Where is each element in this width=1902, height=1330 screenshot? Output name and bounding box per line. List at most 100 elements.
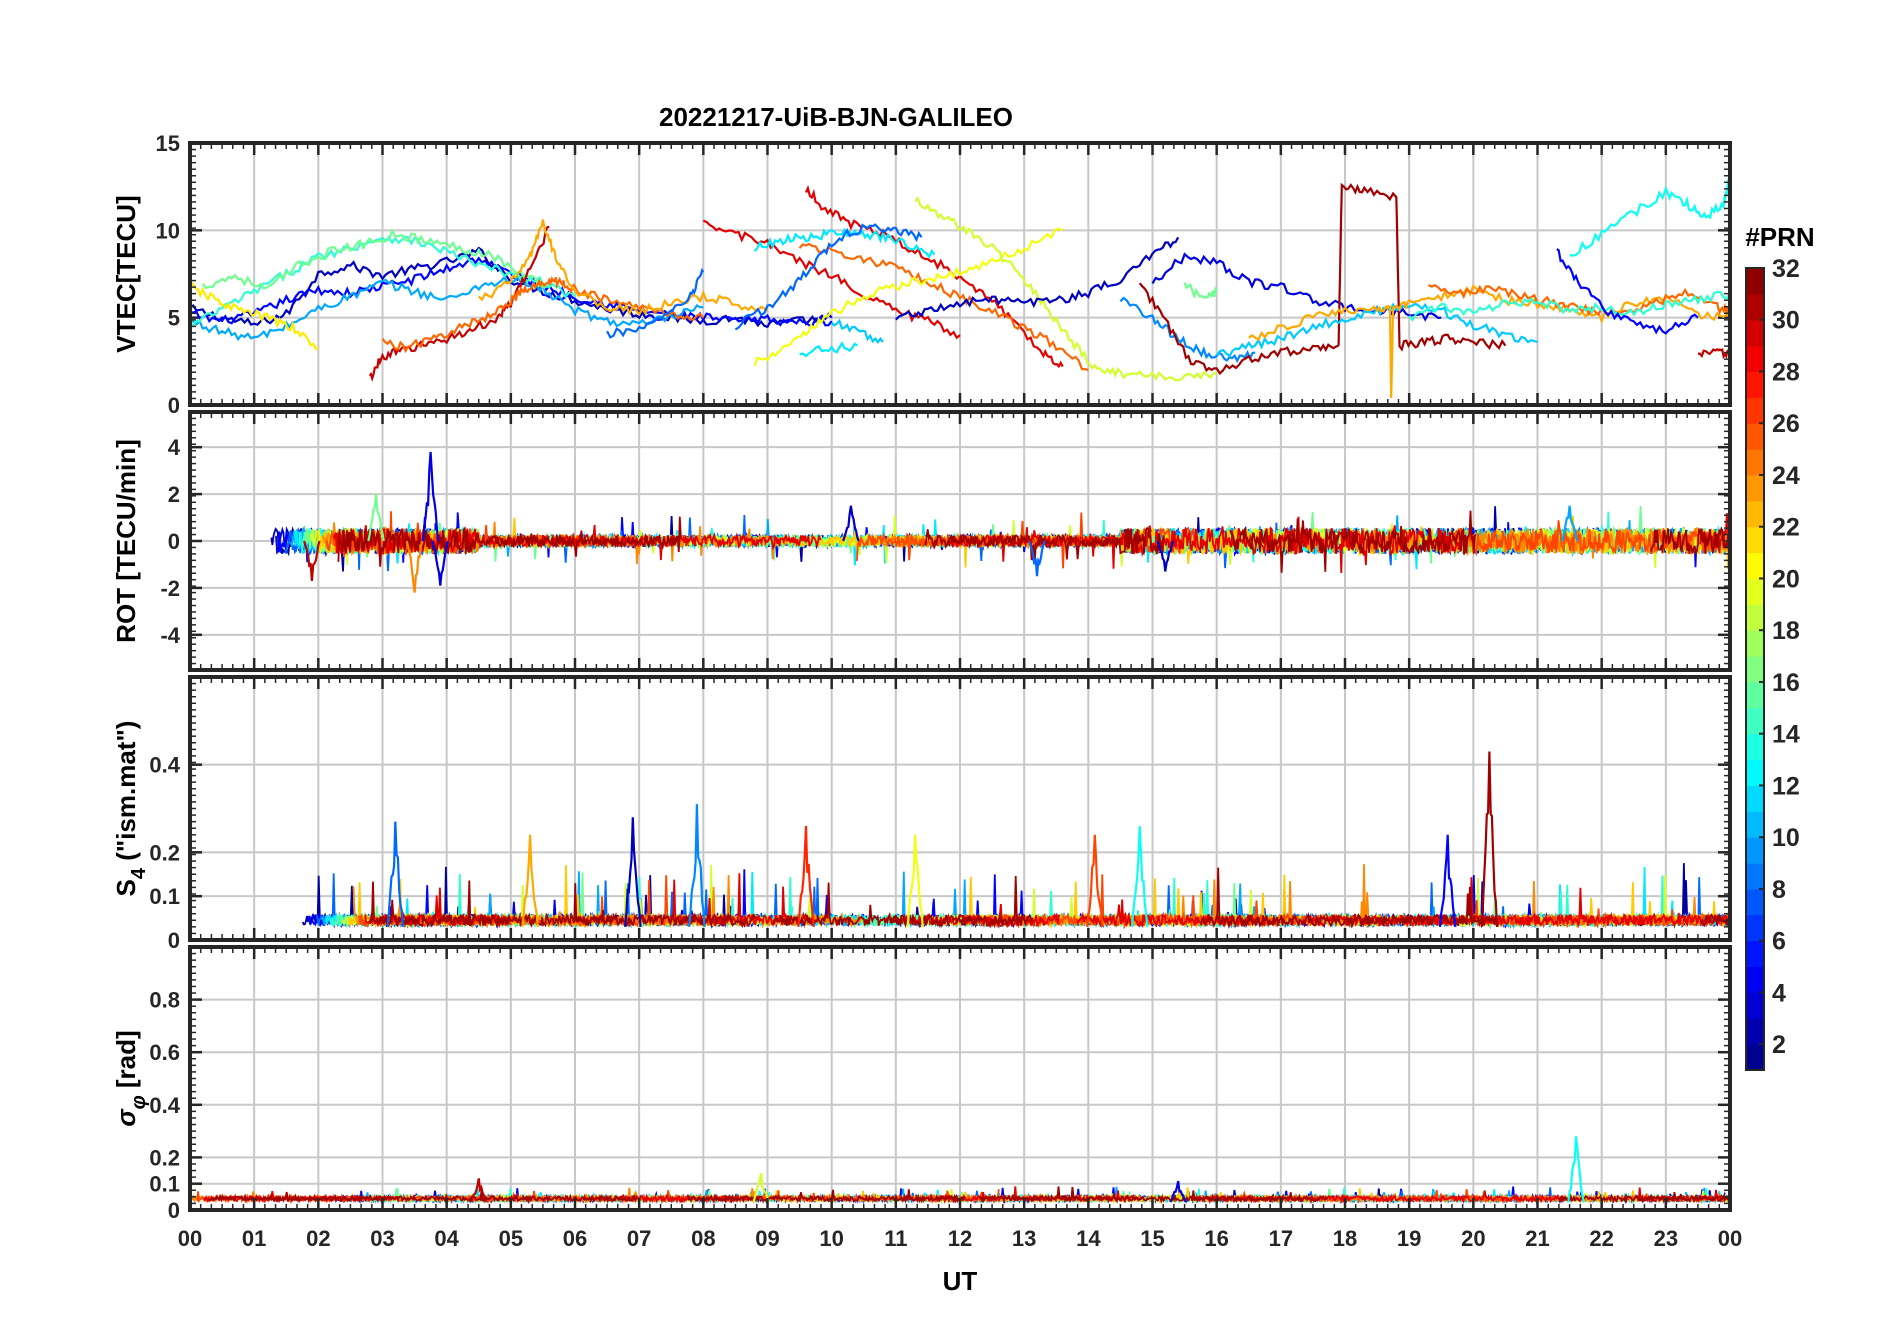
colorbar-tick-label: 2 [1772,1031,1786,1059]
y-tick-label: 0 [168,928,180,953]
panel-frame [188,675,1732,942]
y-grid [190,998,1730,1185]
colorbar-segment [1746,914,1764,942]
series-line-prn-30 [368,225,550,383]
colorbar-segment [1746,293,1764,321]
series-group [190,176,1730,399]
x-tick-label: 05 [499,1226,523,1251]
spike-prn-31 [1480,751,1499,927]
colorbar-segment [1746,500,1764,528]
y-tick-label: 0.2 [149,840,180,865]
colorbar-label: #PRN [1745,222,1814,252]
chart-title: 20221217-UiB-BJN-GALILEO [659,102,1013,132]
colorbar-segment [1746,785,1764,812]
y-tick-label: 15 [156,131,180,156]
x-tick-label: 12 [948,1226,972,1251]
colorbar-segment [1746,526,1764,554]
series-trace-prn-31 [1558,1191,1730,1204]
y-tick-label: 0.4 [149,1093,180,1118]
x-tick-label: 19 [1397,1226,1421,1251]
x-tick-label: 09 [755,1226,779,1251]
spike-prn-13 [1567,1136,1585,1203]
spike-prn-27 [797,825,815,927]
series-trace-prn-31 [337,516,682,567]
series-line-prn-5 [1556,248,1699,335]
x-tick-label: 11 [884,1226,907,1251]
x-tick-label: 22 [1589,1226,1613,1251]
y-tick-label: 0.4 [149,753,180,778]
colorbar-tick-label: 12 [1772,772,1800,800]
series-trace-prn-29 [1308,877,1730,929]
colorbar-segment [1746,604,1764,631]
series-line-prn-25 [381,276,705,354]
x-grid [253,947,1667,1210]
series-trace-prn-31 [1200,867,1498,930]
colorbar-tick-label: 16 [1772,669,1800,697]
colorbar-segment [1746,552,1764,580]
x-tick-label: 10 [819,1226,843,1251]
x-tick-label: 00 [178,1226,202,1251]
colorbar-segment [1746,966,1764,993]
series-line-prn-13 [1569,176,1730,257]
y-tick-label: 0 [168,393,180,418]
spike-prn-4 [1169,1180,1187,1203]
panel-frame [188,410,1732,672]
panel-3: 0 0.1 0.2 0.4S4 ("ism.mat") [111,675,1732,953]
spike-prn-16 [367,493,385,542]
colorbar-segment [1746,449,1764,476]
x-tick-label: 20 [1461,1226,1485,1251]
series-trace-prn-29 [947,516,1461,574]
series-line-prn-31 [1138,282,1339,376]
colorbar-segment [1746,707,1764,735]
x-tick-label: 14 [1076,1226,1101,1251]
series-line-prn-25 [798,242,1089,372]
spike-prn-10 [1560,505,1579,542]
series-line-prn-16 [201,228,551,290]
series-line-prn-21 [190,282,319,351]
colorbar-tick-label: 4 [1772,979,1786,1007]
colorbar-segment [1746,811,1764,838]
series-line-prn-11 [1215,302,1538,358]
series-line-prn-8 [734,223,923,331]
spike-prn-3 [624,817,642,928]
spike-prn-3 [842,505,860,542]
y-axis-label: σφ [rad] [111,1030,150,1126]
y-tick-label: 10 [156,218,180,243]
series-line-prn-31 [1337,182,1507,352]
x-tick-label: 17 [1269,1226,1293,1251]
colorbar-tick-label: 6 [1772,928,1786,956]
colorbar-segment [1746,759,1764,787]
series-group [301,751,1730,930]
panel-2: -4 -2 0 2 4 ROT [TECU/min] [111,410,1732,672]
spike-prn-5 [1438,834,1457,928]
x-axis-label: UT [943,1266,978,1296]
y-tick-label: -2 [160,576,180,601]
y-grid [190,229,1730,319]
y-tick-label: 0.1 [149,884,180,909]
x-tick-label: 07 [627,1226,651,1251]
series-line-prn-14 [190,235,576,328]
spike-prn-9 [688,804,706,927]
x-tick-label: 21 [1525,1226,1549,1251]
colorbar-segment [1746,863,1764,890]
spike-prn-26 [1086,834,1104,928]
series-line-prn-30 [1697,347,1730,360]
y-tick-label: -4 [160,623,180,648]
y-tick-label: 0.2 [149,1145,180,1170]
colorbar-tick-label: 10 [1772,824,1800,852]
y-axis-label: VTEC[TECU] [111,195,141,352]
spike-prn-4 [431,540,449,586]
series-line-prn-29 [702,219,961,340]
y-tick-label: 0 [168,529,180,554]
series-group [191,1136,1730,1205]
spike-prn-30 [470,1178,488,1203]
x-tick-label: 08 [691,1226,715,1251]
x-tick-label: 03 [370,1226,394,1251]
series-trace-prn-31 [1229,510,1477,573]
spike-prn-19 [752,1173,770,1203]
series-line-prn-8 [606,267,705,339]
colorbar-segment [1746,578,1764,605]
colorbar-tick-label: 24 [1772,462,1800,490]
colorbar-segment [1746,681,1764,709]
